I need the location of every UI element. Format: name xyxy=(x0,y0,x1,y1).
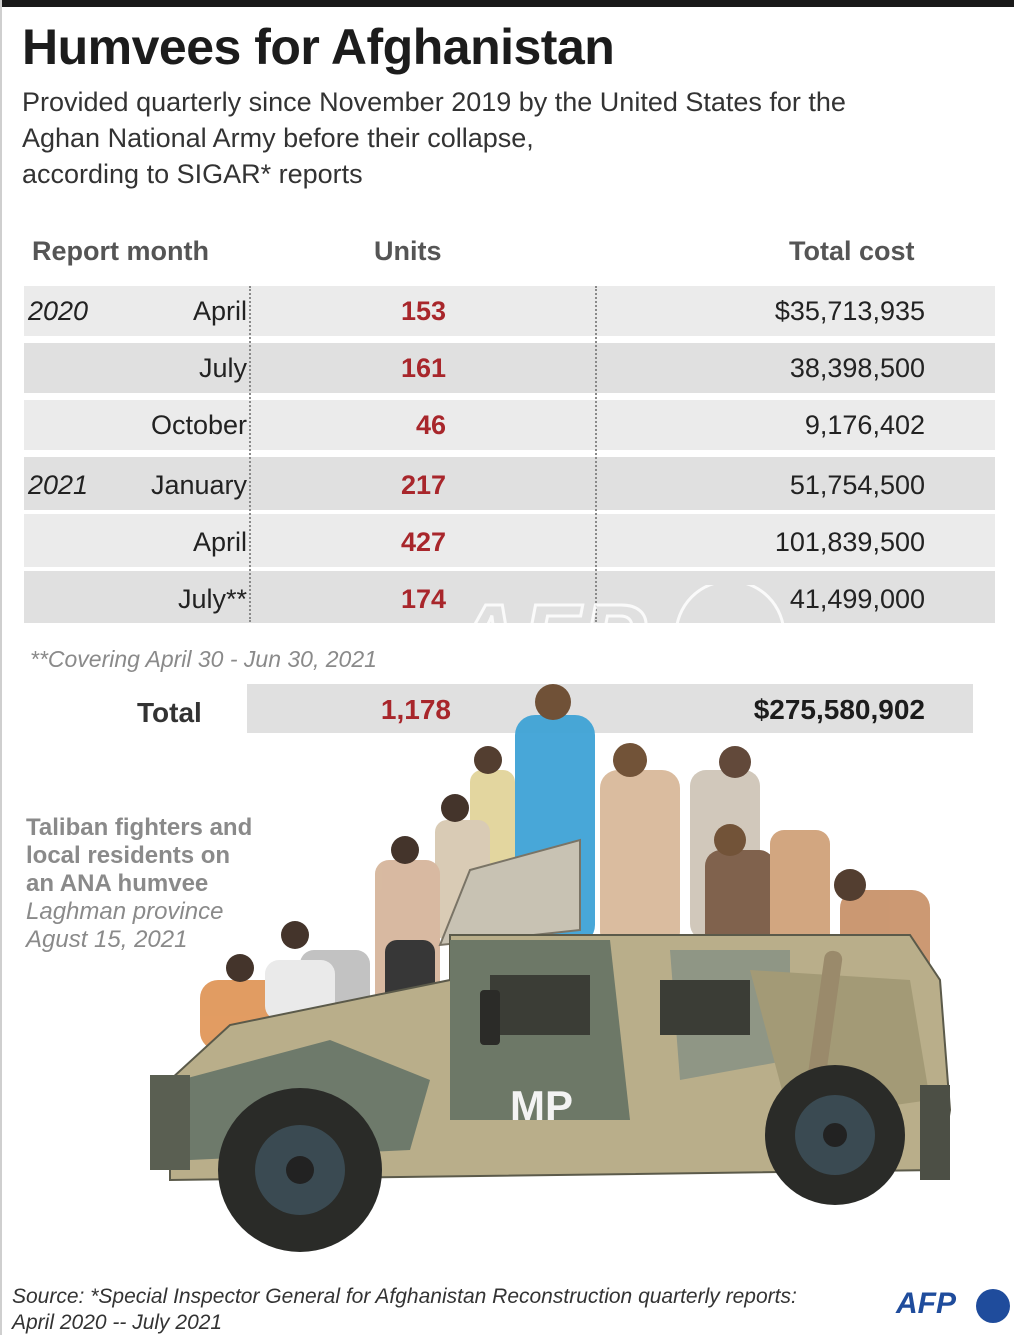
row-month: July** xyxy=(177,584,247,614)
total-row-bar xyxy=(247,684,973,733)
footnote: **Covering April 30 - Jun 30, 2021 xyxy=(30,646,377,672)
table-row: April 427 101,839,500 xyxy=(24,514,995,567)
row-units: 174 xyxy=(400,584,446,614)
rear-wheel xyxy=(765,1065,905,1205)
column-header-month: Report month xyxy=(32,236,209,266)
column-header-cost: Total cost xyxy=(789,236,915,266)
afp-logo-text: AFP xyxy=(896,1287,956,1320)
front-wheel xyxy=(218,1088,382,1252)
table-row: July** 174 41,499,000 xyxy=(24,571,995,623)
row-cost: $35,713,935 xyxy=(774,296,925,326)
row-cost: 101,839,500 xyxy=(774,527,925,557)
row-month: April xyxy=(192,527,247,557)
top-rule xyxy=(0,0,1014,7)
row-units: 217 xyxy=(400,470,446,500)
row-cost: 38,398,500 xyxy=(789,353,925,383)
total-label: Total xyxy=(137,697,202,728)
table-row: 2021 January 217 51,754,500 xyxy=(24,457,995,510)
subtitle-line: Provided quarterly since November 2019 b… xyxy=(22,87,846,117)
photo-caption: Taliban fighters and local residents on … xyxy=(26,814,252,954)
table-row: October 46 9,176,402 xyxy=(24,400,995,450)
chart-subtitle: Provided quarterly since November 2019 b… xyxy=(22,84,982,192)
caption-line: Taliban fighters and xyxy=(26,814,253,841)
humvee-photo: MP xyxy=(150,684,952,1252)
row-units: 46 xyxy=(415,410,446,440)
column-header-units: Units xyxy=(374,236,442,266)
row-cost: 41,499,000 xyxy=(789,584,925,614)
source-note: Source: *Special Inspector General for A… xyxy=(12,1284,797,1335)
total-cost: $275,580,902 xyxy=(753,694,925,725)
afp-logo: AFP xyxy=(896,1285,1014,1329)
row-month: July xyxy=(198,353,247,383)
row-cost: 9,176,402 xyxy=(804,410,925,440)
table-row: July 161 38,398,500 xyxy=(24,343,995,393)
row-units: 161 xyxy=(400,353,446,383)
source-line: Source: *Special Inspector General for A… xyxy=(12,1285,797,1308)
column-divider xyxy=(249,286,251,622)
subtitle-line: Aghan National Army before their collaps… xyxy=(22,123,534,153)
column-divider xyxy=(595,286,597,622)
vehicle-marking: MP xyxy=(510,1082,573,1129)
row-month: January xyxy=(150,470,247,500)
caption-line: Agust 15, 2021 xyxy=(26,926,188,953)
source-line: April 2020 -- July 2021 xyxy=(12,1311,223,1334)
row-year: 2020 xyxy=(28,296,89,326)
afp-logo-dot xyxy=(976,1289,1010,1323)
row-month: April xyxy=(192,296,247,326)
row-units: 153 xyxy=(400,296,446,326)
chart-title: Humvees for Afghanistan xyxy=(22,19,615,75)
subtitle-line: according to SIGAR* reports xyxy=(22,159,363,189)
table-row: 2020 April 153 $35,713,935 xyxy=(24,286,995,336)
total-units: 1,178 xyxy=(380,694,451,725)
afp-watermark: AFP xyxy=(450,585,786,695)
row-units: 427 xyxy=(400,527,446,557)
left-rule xyxy=(0,0,2,1335)
row-month: October xyxy=(150,410,247,440)
caption-line: local residents on xyxy=(26,842,231,869)
row-year: 2021 xyxy=(28,470,89,500)
caption-line: an ANA humvee xyxy=(26,870,209,897)
caption-line: Laghman province xyxy=(26,898,224,925)
watermark-text: AFP xyxy=(450,585,647,694)
row-cost: 51,754,500 xyxy=(789,470,925,500)
